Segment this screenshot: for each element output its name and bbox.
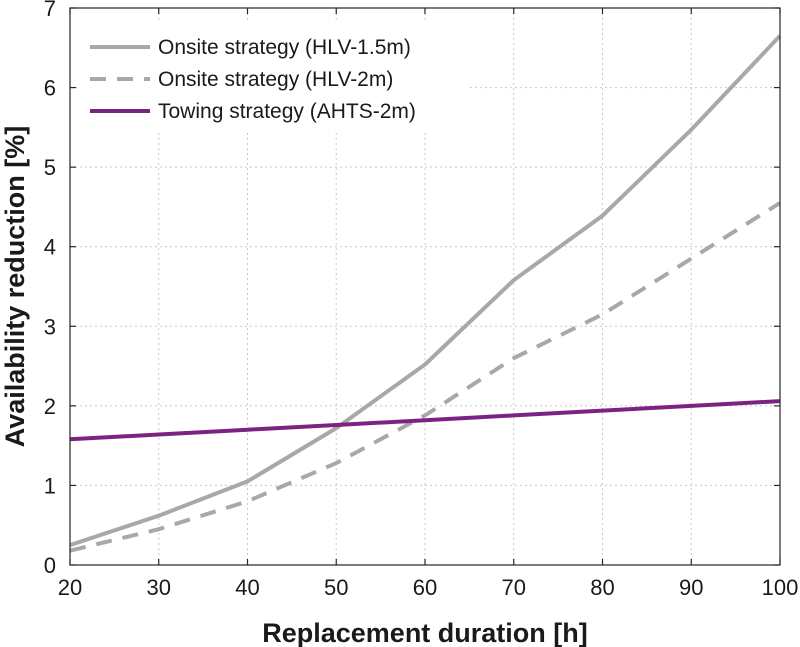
- x-tick-label: 90: [679, 575, 703, 600]
- legend-label-1: Onsite strategy (HLV-1.5m): [158, 36, 411, 59]
- tick-marks: [69, 7, 781, 566]
- series-line-3: [69, 399, 781, 442]
- y-tick-label: 5: [44, 155, 56, 180]
- legend-label-2: Onsite strategy (HLV-2m): [158, 68, 393, 91]
- series-lines: [69, 34, 782, 553]
- y-tick-label: 1: [44, 473, 56, 498]
- x-tick-label: 80: [590, 575, 614, 600]
- x-tick-label: 40: [235, 575, 259, 600]
- y-tick-label: 4: [44, 235, 56, 260]
- series-line-1: [69, 34, 782, 547]
- x-tick-label: 50: [324, 575, 348, 600]
- x-axis-title: Replacement duration [h]: [262, 618, 588, 647]
- y-tick-label: 3: [44, 314, 56, 339]
- y-tick-label: 2: [44, 394, 56, 419]
- y-tick-label: 6: [44, 76, 56, 101]
- y-tick-labels: 0 1 2 3 4 5 6 7: [44, 0, 56, 578]
- x-tick-label: 100: [762, 575, 799, 600]
- y-axis-title: Availability reduction [%]: [0, 126, 30, 448]
- series-line-2: [69, 201, 782, 553]
- y-tick-label: 0: [44, 553, 56, 578]
- legend: Onsite strategy (HLV-1.5m) Onsite strateg…: [78, 22, 468, 130]
- y-tick-label: 7: [44, 0, 56, 21]
- x-tick-label: 30: [147, 575, 171, 600]
- x-tick-label: 20: [58, 575, 82, 600]
- x-tick-labels: 20 30 40 50 60 70 80 90 100: [58, 575, 799, 600]
- x-tick-label: 60: [413, 575, 437, 600]
- legend-label-3: Towing strategy (AHTS-2m): [158, 100, 416, 123]
- x-tick-label: 70: [502, 575, 526, 600]
